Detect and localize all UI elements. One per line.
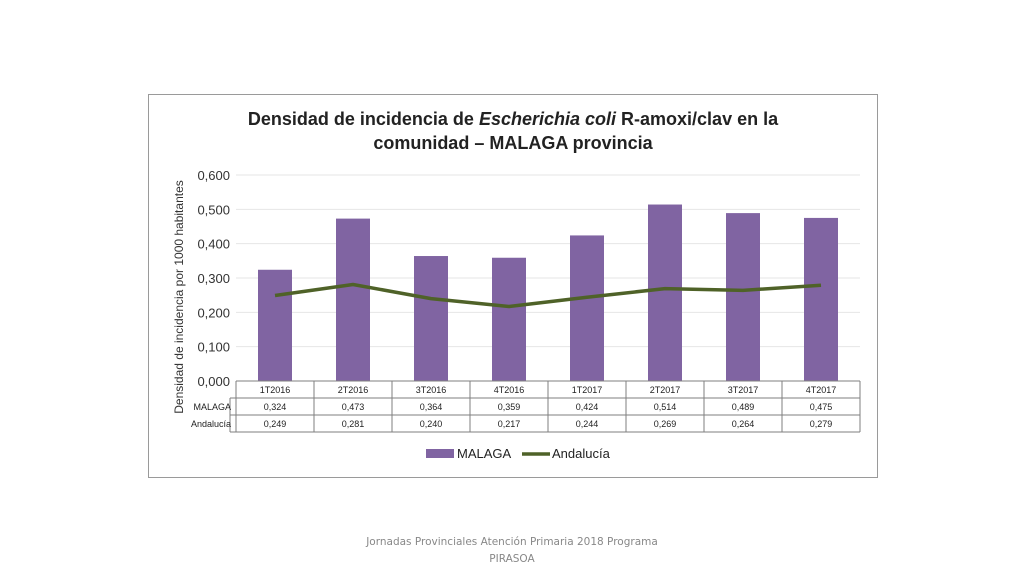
table-cell-andalucia: 0,264 <box>732 419 755 429</box>
y-tick-label: 0,300 <box>197 271 230 286</box>
table-cell-malaga: 0,359 <box>498 402 521 412</box>
footer-text: Jornadas Provinciales Atención Primaria … <box>352 534 672 568</box>
line-andalucia <box>274 282 822 309</box>
x-tick-label: 4T2016 <box>494 385 525 395</box>
x-tick-label: 3T2017 <box>728 385 759 395</box>
table-row-label: Andalucía <box>191 419 231 429</box>
table-cell-andalucia: 0,217 <box>498 419 521 429</box>
y-tick-label: 0,100 <box>197 340 230 355</box>
x-tick-label: 1T2016 <box>260 385 291 395</box>
legend-swatch-malaga <box>426 449 454 458</box>
y-tick-label: 0,500 <box>197 202 230 217</box>
table-cell-malaga: 0,489 <box>732 402 755 412</box>
x-tick-label: 2T2016 <box>338 385 369 395</box>
table-cell-andalucia: 0,269 <box>654 419 677 429</box>
table-cell-malaga: 0,424 <box>576 402 599 412</box>
footer-line-1: Jornadas Provinciales Atención Primaria … <box>366 536 658 548</box>
table-cell-malaga: 0,324 <box>264 402 287 412</box>
legend-label-andalucia: Andalucía <box>552 446 611 461</box>
chart-title-line-1: Densidad de incidencia de Escherichia co… <box>149 109 877 130</box>
bar-malaga <box>414 256 448 381</box>
bar-malaga <box>648 204 682 381</box>
x-tick-label: 2T2017 <box>650 385 681 395</box>
footer-line-2: PIRASOA <box>489 553 535 565</box>
bar-malaga <box>336 218 370 381</box>
table-cell-malaga: 0,514 <box>654 402 677 412</box>
title-part-italic: Escherichia coli <box>478 109 617 129</box>
title-part-3: R-amoxi/clav en la <box>616 109 779 129</box>
table-cell-andalucia: 0,249 <box>264 419 287 429</box>
table-cell-andalucia: 0,281 <box>342 419 365 429</box>
bar-malaga <box>492 257 526 381</box>
chart-title-line-2: comunidad – MALAGA provincia <box>373 133 653 153</box>
table-cell-andalucia: 0,279 <box>810 419 833 429</box>
x-tick-label: 4T2017 <box>806 385 837 395</box>
x-tick-label: 3T2016 <box>416 385 447 395</box>
table-cell-malaga: 0,364 <box>420 402 443 412</box>
table-cell-andalucia: 0,244 <box>576 419 599 429</box>
bar-malaga <box>570 235 604 381</box>
x-tick-label: 1T2017 <box>572 385 603 395</box>
y-tick-label: 0,400 <box>197 237 230 252</box>
y-tick-label: 0,200 <box>197 305 230 320</box>
table-row-label: MALAGA <box>193 402 231 412</box>
y-tick-label: 0,600 <box>197 168 230 183</box>
bar-malaga <box>258 269 292 381</box>
y-axis-label: Densidad de incidencia por 1000 habitant… <box>172 180 186 414</box>
bar-malaga <box>804 217 838 381</box>
table-cell-malaga: 0,475 <box>810 402 833 412</box>
title-part-1: Densidad de incidencia de <box>247 109 479 129</box>
table-cell-andalucia: 0,240 <box>420 419 443 429</box>
bar-malaga <box>726 213 760 381</box>
table-cell-malaga: 0,473 <box>342 402 365 412</box>
legend-label-malaga: MALAGA <box>457 446 512 461</box>
y-tick-label: 0,000 <box>197 374 230 389</box>
